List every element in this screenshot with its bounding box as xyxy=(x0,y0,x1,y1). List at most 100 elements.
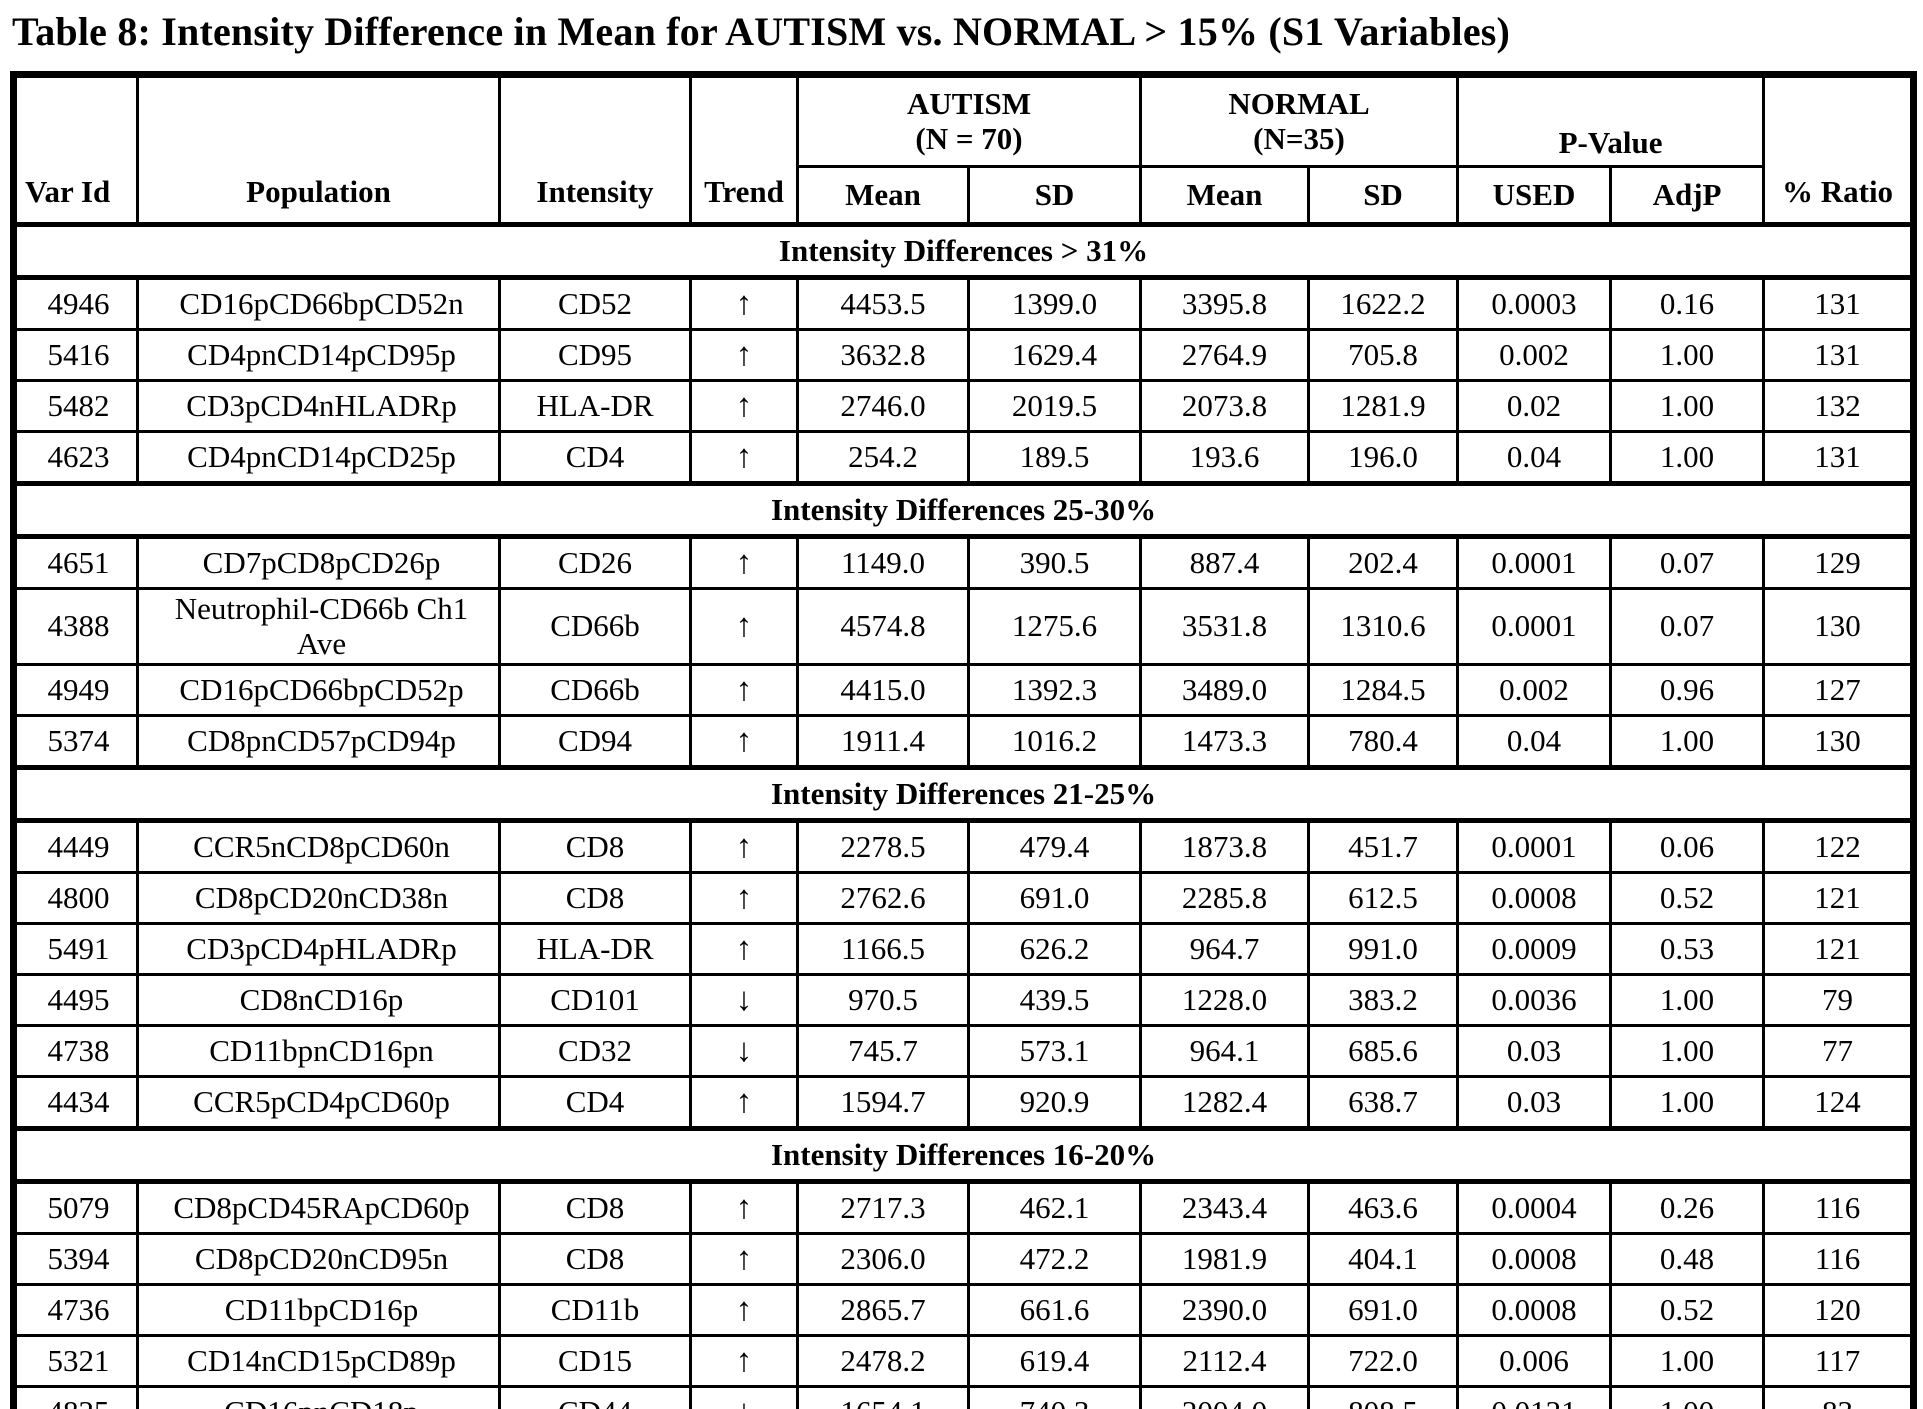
ratio-cell: 79 xyxy=(1762,973,1916,1028)
normal-sd-cell: 1284.5 xyxy=(1307,663,1460,718)
trend-down-icon: ↓ xyxy=(689,1024,799,1079)
table-row: 4434 CCR5pCD4pCD60p CD4 ↑ 1594.7 920.9 1282.4 6… xyxy=(12,1075,1916,1131)
autism-sd-cell: 1399.0 xyxy=(966,276,1143,331)
autism-mean-cell: 254.2 xyxy=(796,430,970,485)
population-cell: CCR5nCD8pCD60n xyxy=(136,819,501,875)
normal-sd-cell: 991.0 xyxy=(1307,922,1460,977)
normal-mean-cell: 193.6 xyxy=(1139,430,1311,485)
p-used-cell: 0.03 xyxy=(1456,1024,1613,1079)
var-id-cell: 4388 xyxy=(12,586,139,667)
autism-sd-cell: 439.5 xyxy=(966,973,1143,1028)
p-used-cell: 0.0008 xyxy=(1456,1232,1613,1287)
population-cell: CD8pCD45RApCD60p xyxy=(136,1180,501,1236)
trend-up-icon: ↑ xyxy=(689,871,799,926)
p-used-cell: 0.0036 xyxy=(1456,973,1613,1028)
normal-mean-cell: 1981.9 xyxy=(1139,1232,1311,1287)
intensity-cell: CD66b xyxy=(498,663,692,718)
autism-sd-cell: 189.5 xyxy=(966,430,1143,485)
normal-sd-cell: 691.0 xyxy=(1307,1283,1460,1338)
ratio-cell: 131 xyxy=(1762,276,1916,331)
autism-mean-cell: 1594.7 xyxy=(796,1075,970,1131)
normal-sd-cell: 685.6 xyxy=(1307,1024,1460,1079)
autism-sd-cell: 573.1 xyxy=(966,1024,1143,1079)
normal-sd-cell: 451.7 xyxy=(1307,819,1460,875)
p-adjp-cell: 0.26 xyxy=(1609,1180,1766,1236)
trend-up-icon: ↑ xyxy=(689,276,799,331)
column-header-normal-mean: Mean xyxy=(1139,165,1311,227)
population-cell: Neutrophil-CD66b Ch1 Ave xyxy=(136,586,501,667)
autism-mean-cell: 1166.5 xyxy=(796,922,970,977)
p-adjp-cell: 0.48 xyxy=(1609,1232,1766,1287)
ratio-cell: 124 xyxy=(1762,1075,1916,1131)
var-id-cell: 4495 xyxy=(12,973,139,1028)
normal-mean-cell: 887.4 xyxy=(1139,535,1311,590)
autism-sd-cell: 2019.5 xyxy=(966,379,1143,433)
normal-sd-cell: 202.4 xyxy=(1307,535,1460,590)
normal-sd-cell: 1310.6 xyxy=(1307,586,1460,667)
p-used-cell: 0.006 xyxy=(1456,1334,1613,1389)
section-header-row: Intensity Differences > 31% xyxy=(11,222,1916,280)
autism-mean-cell: 2717.3 xyxy=(796,1180,970,1236)
intensity-cell: CD32 xyxy=(498,1024,692,1079)
ratio-cell: 131 xyxy=(1762,430,1916,485)
population-cell: CD4pnCD14pCD25p xyxy=(136,430,501,485)
normal-sd-cell: 612.5 xyxy=(1307,871,1460,926)
population-cell: CD11bpCD16p xyxy=(136,1283,501,1338)
ratio-cell: 116 xyxy=(1762,1180,1916,1236)
p-adjp-cell: 1.00 xyxy=(1609,973,1766,1028)
trend-up-icon: ↑ xyxy=(689,1334,799,1389)
ratio-cell: 132 xyxy=(1762,379,1916,433)
var-id-cell: 4949 xyxy=(12,663,139,718)
intensity-cell: CD44 xyxy=(498,1385,692,1409)
ratio-cell: 83 xyxy=(1762,1385,1916,1409)
ratio-cell: 117 xyxy=(1762,1334,1916,1389)
population-cell: CD3pCD4pHLADRp xyxy=(136,922,501,977)
trend-down-icon: ↓ xyxy=(689,1385,799,1409)
intensity-cell: CD66b xyxy=(498,586,692,667)
table-row: 5374 CD8pnCD57pCD94p CD94 ↑ 1911.4 1016.2 1473… xyxy=(12,714,1916,770)
ratio-cell: 130 xyxy=(1762,586,1916,667)
var-id-cell: 4449 xyxy=(12,819,139,875)
normal-sd-cell: 722.0 xyxy=(1307,1334,1460,1389)
normal-mean-cell: 1473.3 xyxy=(1139,714,1311,770)
p-used-cell: 0.0008 xyxy=(1456,1283,1613,1338)
section-label: Intensity Differences 25-30% xyxy=(11,481,1916,539)
intensity-cell: CD11b xyxy=(498,1283,692,1338)
table-row: 4946 CD16pCD66bpCD52n CD52 ↑ 4453.5 1399.0 339… xyxy=(12,276,1916,331)
normal-mean-cell: 3531.8 xyxy=(1139,586,1311,667)
intensity-cell: CD95 xyxy=(498,328,692,382)
trend-up-icon: ↑ xyxy=(689,1180,799,1236)
population-cell: CD16pCD66bpCD52n xyxy=(136,276,501,331)
p-used-cell: 0.0004 xyxy=(1456,1180,1613,1236)
var-id-cell: 4825 xyxy=(12,1385,139,1409)
autism-sd-cell: 1629.4 xyxy=(966,328,1143,382)
intensity-cell: CD101 xyxy=(498,973,692,1028)
intensity-cell: CD8 xyxy=(498,871,692,926)
p-adjp-cell: 0.52 xyxy=(1609,1283,1766,1338)
p-used-cell: 0.002 xyxy=(1456,328,1613,382)
p-used-cell: 0.002 xyxy=(1456,663,1613,718)
p-adjp-cell: 1.00 xyxy=(1609,430,1766,485)
table-row: 4800 CD8pCD20nCD38n CD8 ↑ 2762.6 691.0 2285.8 6… xyxy=(12,871,1916,926)
table-row: 4736 CD11bpCD16p CD11b ↑ 2865.7 661.6 2390.0 69… xyxy=(12,1283,1916,1338)
autism-sd-cell: 390.5 xyxy=(966,535,1143,590)
trend-up-icon: ↑ xyxy=(689,379,799,433)
p-used-cell: 0.04 xyxy=(1456,430,1613,485)
intensity-cell: CD8 xyxy=(498,1232,692,1287)
normal-sd-cell: 780.4 xyxy=(1307,714,1460,770)
header-row-subcolumns: Mean SD Mean SD USED AdjP xyxy=(14,165,1914,227)
column-header-autism-mean: Mean xyxy=(796,165,970,227)
ratio-cell: 131 xyxy=(1762,328,1916,382)
normal-sd-cell: 404.1 xyxy=(1307,1232,1460,1287)
var-id-cell: 5321 xyxy=(12,1334,139,1389)
normal-mean-cell: 2390.0 xyxy=(1139,1283,1311,1338)
autism-sd-cell: 740.3 xyxy=(966,1385,1143,1409)
table-row: 4495 CD8nCD16p CD101 ↓ 970.5 439.5 1228.0 383.2… xyxy=(12,973,1916,1028)
normal-mean-cell: 3395.8 xyxy=(1139,276,1311,331)
table-row: 5321 CD14nCD15pCD89p CD15 ↑ 2478.2 619.4 2112.… xyxy=(12,1334,1916,1389)
normal-sd-cell: 1281.9 xyxy=(1307,379,1460,433)
population-cell: CD7pCD8pCD26p xyxy=(136,535,501,590)
p-used-cell: 0.0001 xyxy=(1456,819,1613,875)
section-header-row: Intensity Differences 25-30% xyxy=(11,481,1916,539)
